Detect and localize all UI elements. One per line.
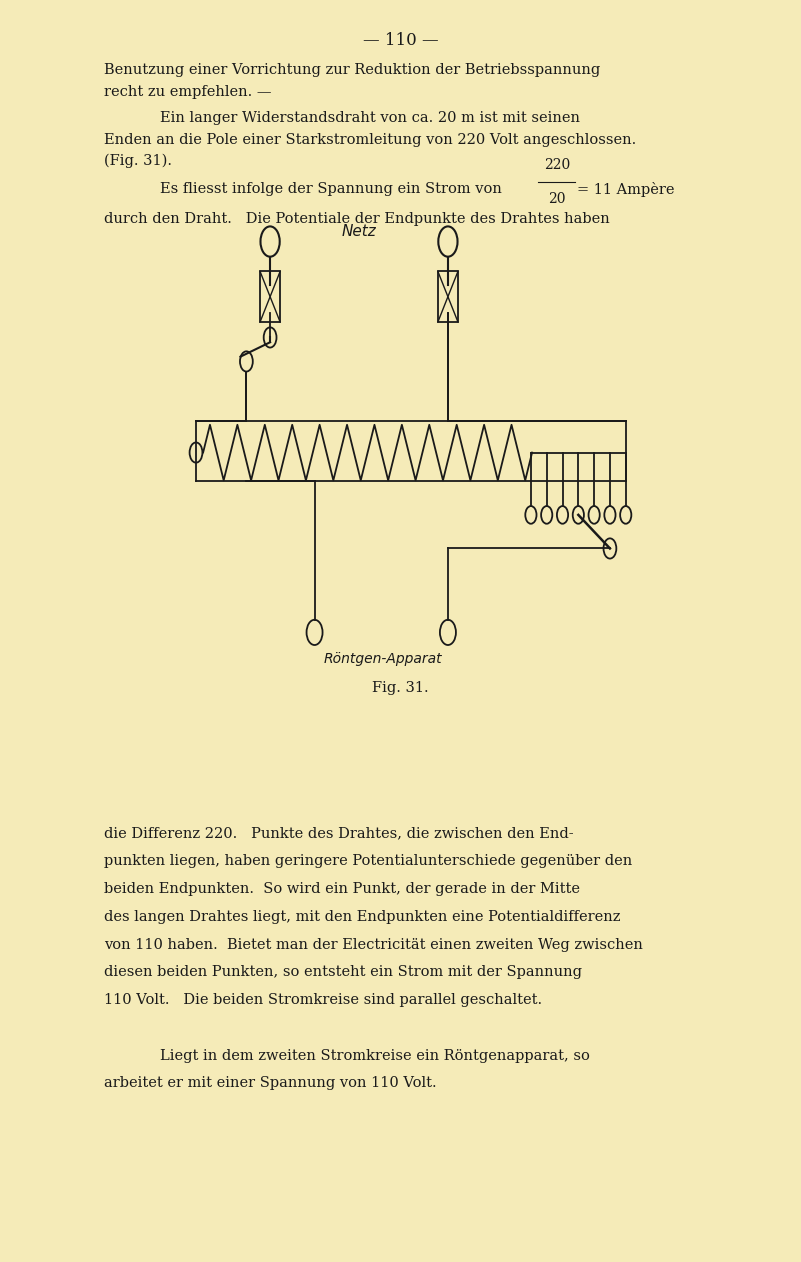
Text: die Differenz 220.   Punkte des Drahtes, die zwischen den End-: die Differenz 220. Punkte des Drahtes, d… (104, 827, 574, 840)
Text: = 11 Ampère: = 11 Ampère (577, 182, 674, 197)
Text: Es fliesst infolge der Spannung ein Strom von: Es fliesst infolge der Spannung ein Stro… (160, 182, 502, 196)
Text: 110 Volt.   Die beiden Stromkreise sind parallel geschaltet.: 110 Volt. Die beiden Stromkreise sind pa… (104, 993, 542, 1007)
Bar (438, 271, 458, 322)
Text: Netz: Netz (342, 225, 376, 240)
Text: arbeitet er mit einer Spannung von 110 Volt.: arbeitet er mit einer Spannung von 110 V… (104, 1076, 437, 1090)
Text: Fig. 31.: Fig. 31. (372, 680, 429, 694)
Text: — 110 —: — 110 — (363, 32, 438, 48)
Text: von 110 haben.  Bietet man der Electricität einen zweiten Weg zwischen: von 110 haben. Bietet man der Electricit… (104, 938, 643, 952)
Text: durch den Draht.   Die Potentiale der Endpunkte des Drahtes haben: durch den Draht. Die Potentiale der Endp… (104, 212, 610, 226)
Text: Ein langer Widerstandsdraht von ca. 20 m ist mit seinen: Ein langer Widerstandsdraht von ca. 20 m… (160, 111, 580, 125)
Text: Enden an die Pole einer Starkstromleitung von 220 Volt angeschlossen.: Enden an die Pole einer Starkstromleitun… (104, 133, 636, 146)
Text: Benutzung einer Vorrichtung zur Reduktion der Betriebsspannung: Benutzung einer Vorrichtung zur Reduktio… (104, 63, 601, 77)
Text: Röntgen-Apparat: Röntgen-Apparat (324, 651, 442, 666)
Bar (260, 271, 280, 322)
Text: des langen Drahtes liegt, mit den Endpunkten eine Potentialdifferenz: des langen Drahtes liegt, mit den Endpun… (104, 910, 621, 924)
Text: (Fig. 31).: (Fig. 31). (104, 154, 172, 168)
Text: recht zu empfehlen. —: recht zu empfehlen. — (104, 85, 272, 98)
Text: Liegt in dem zweiten Stromkreise ein Röntgenapparat, so: Liegt in dem zweiten Stromkreise ein Rön… (160, 1049, 590, 1063)
Text: diesen beiden Punkten, so entsteht ein Strom mit der Spannung: diesen beiden Punkten, so entsteht ein S… (104, 965, 582, 979)
Text: 20: 20 (548, 192, 566, 206)
Text: 220: 220 (544, 158, 570, 172)
Text: punkten liegen, haben geringere Potentialunterschiede gegenüber den: punkten liegen, haben geringere Potentia… (104, 854, 632, 868)
Text: beiden Endpunkten.  So wird ein Punkt, der gerade in der Mitte: beiden Endpunkten. So wird ein Punkt, de… (104, 882, 580, 896)
